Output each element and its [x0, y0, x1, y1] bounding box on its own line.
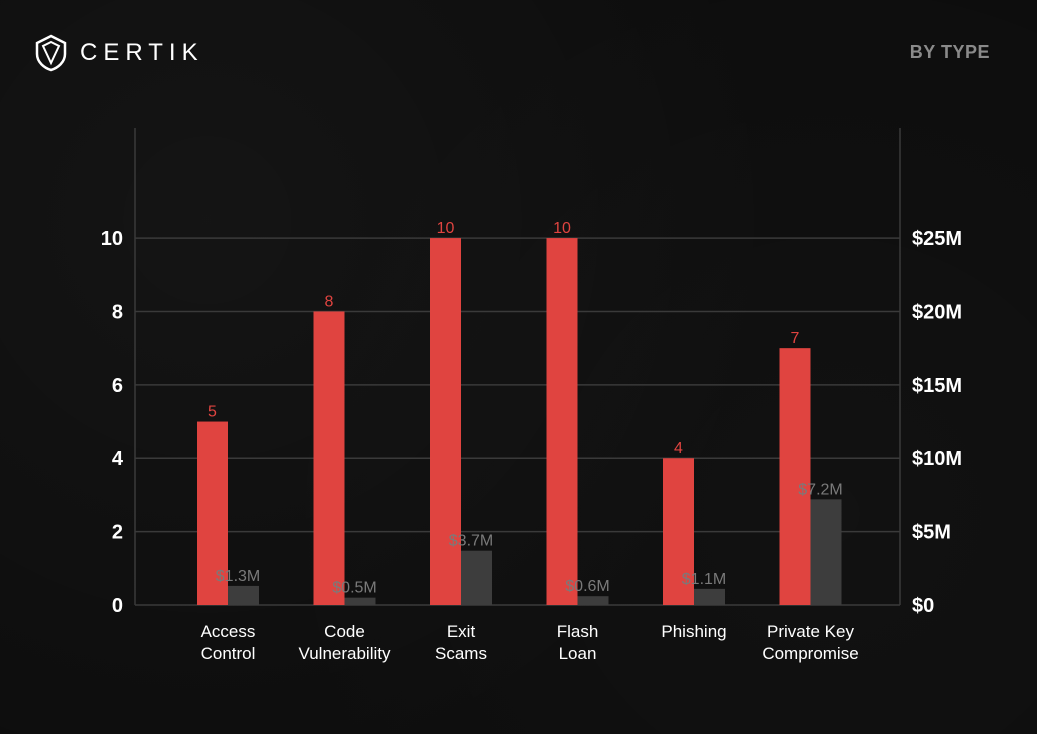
category-label: Scams — [435, 644, 487, 663]
loss-bar-label: $0.5M — [332, 580, 376, 597]
category-label: Private Key — [767, 622, 854, 641]
loss-bar — [577, 596, 609, 605]
loss-bar — [694, 588, 725, 605]
count-bar-label: 10 — [553, 220, 571, 237]
left-tick-label: 8 — [112, 301, 123, 323]
category-label: Control — [201, 644, 256, 663]
category-label: Flash — [557, 622, 599, 641]
count-bar — [663, 458, 694, 605]
category-label: Phishing — [661, 622, 726, 641]
left-tick-label: 10 — [101, 228, 123, 250]
right-tick-label: $20M — [912, 301, 962, 323]
certik-shield-icon — [35, 34, 67, 72]
loss-bar — [461, 550, 492, 605]
count-bar — [779, 348, 811, 605]
count-bar — [197, 421, 228, 605]
loss-bar — [810, 499, 842, 605]
loss-bar — [344, 597, 376, 605]
right-tick-label: $10M — [912, 448, 962, 470]
count-bar-label: 5 — [208, 404, 217, 421]
loss-bar-label: $0.6M — [565, 578, 609, 595]
loss-bar-label: $1.3M — [216, 568, 260, 585]
count-bar — [430, 238, 461, 606]
left-tick-label: 6 — [112, 375, 123, 397]
category-label: Exit — [447, 622, 476, 641]
left-tick-label: 2 — [112, 522, 123, 544]
left-tick-label: 4 — [112, 448, 124, 470]
count-bar — [546, 238, 578, 606]
loss-bar-label: $7.2M — [798, 481, 842, 498]
right-tick-label: $15M — [912, 375, 962, 397]
left-tick-label: 0 — [112, 595, 123, 617]
count-bar-label: 10 — [437, 220, 455, 237]
loss-bar-label: $3.7M — [449, 533, 493, 550]
count-bar-label: 4 — [674, 440, 683, 457]
loss-bar-label: $1.1M — [682, 571, 726, 588]
count-bar-label: 7 — [791, 330, 800, 347]
right-tick-label: $5M — [912, 522, 951, 544]
category-label: Access — [201, 622, 256, 641]
brand-name: CERTIK — [80, 39, 204, 66]
count-bar — [313, 311, 345, 605]
header-label: BY TYPE — [909, 42, 990, 62]
right-tick-label: $0 — [912, 595, 934, 617]
loss-bar — [228, 585, 259, 605]
brand-logo: CERTIK — [34, 34, 204, 72]
category-label: Loan — [559, 644, 597, 663]
category-label: Code — [324, 622, 365, 641]
category-label: Compromise — [762, 644, 858, 663]
right-tick-label: $25M — [912, 228, 962, 250]
category-label: Vulnerability — [299, 644, 391, 663]
count-bar-label: 8 — [325, 293, 334, 310]
